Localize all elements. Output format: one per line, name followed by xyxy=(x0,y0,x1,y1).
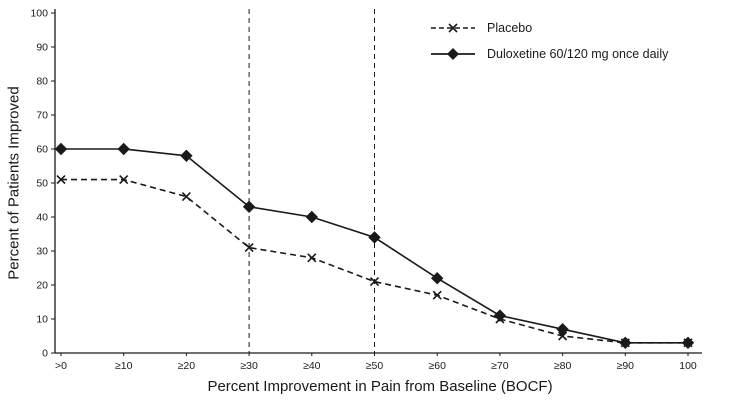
diamond-marker xyxy=(681,336,695,350)
legend-item-duloxetine: Duloxetine 60/120 mg once daily xyxy=(430,46,668,62)
diamond-marker xyxy=(556,322,569,336)
diamond-marker xyxy=(430,271,444,285)
x-marker xyxy=(56,175,66,185)
x-tick-label: >0 xyxy=(55,360,67,372)
x-marker xyxy=(558,331,568,341)
legend: Placebo Duloxetine 60/120 mg once daily xyxy=(430,20,668,62)
x-tick-label: ≥60 xyxy=(428,360,446,372)
diamond-marker xyxy=(368,231,381,244)
x-tick-label: 100 xyxy=(679,360,697,372)
diamond-marker xyxy=(493,309,507,322)
y-tick-label: 40 xyxy=(36,212,48,224)
y-tick-label: 0 xyxy=(42,348,48,360)
x-tick-label: ≥50 xyxy=(366,360,384,372)
x-marker xyxy=(369,277,380,287)
diamond-marker xyxy=(305,210,319,224)
diamond-marker xyxy=(54,142,68,156)
x-tick-label: ≥90 xyxy=(617,360,635,372)
diamond-marker xyxy=(242,200,256,214)
y-tick-label: 80 xyxy=(36,76,48,88)
y-tick-label: 10 xyxy=(36,314,48,326)
x-tick-label: ≥10 xyxy=(115,360,133,372)
legend-item-placebo: Placebo xyxy=(430,20,668,36)
legend-label-placebo: Placebo xyxy=(487,21,533,35)
y-axis-title: Percent of Patients Improved xyxy=(5,86,23,280)
y-tick-label: 100 xyxy=(30,8,48,20)
duloxetine-line-swatch xyxy=(431,48,475,60)
y-tick-label: 90 xyxy=(36,42,48,54)
x-tick-label: ≥30 xyxy=(240,360,258,372)
x-tick-label: ≥20 xyxy=(178,360,196,372)
y-tick-label: 30 xyxy=(36,246,48,258)
legend-label-duloxetine: Duloxetine 60/120 mg once daily xyxy=(487,47,669,61)
y-tick-label: 20 xyxy=(36,280,48,292)
diamond-marker xyxy=(619,336,632,350)
x-marker xyxy=(119,175,129,185)
x-marker xyxy=(307,253,317,263)
y-tick-label: 50 xyxy=(36,178,48,190)
x-tick-label: ≥40 xyxy=(303,360,321,372)
x-axis-title: Percent Improvement in Pain from Baselin… xyxy=(207,378,553,395)
diamond-marker xyxy=(180,149,193,163)
placebo-line-swatch xyxy=(431,23,475,33)
x-tick-label: ≥70 xyxy=(491,360,509,372)
y-tick-label: 60 xyxy=(36,144,48,156)
x-marker xyxy=(181,192,191,202)
x-marker xyxy=(432,290,442,300)
diamond-marker xyxy=(117,142,130,156)
x-tick-label: ≥80 xyxy=(554,360,572,372)
y-tick-label: 70 xyxy=(36,110,48,122)
x-marker xyxy=(244,243,254,253)
